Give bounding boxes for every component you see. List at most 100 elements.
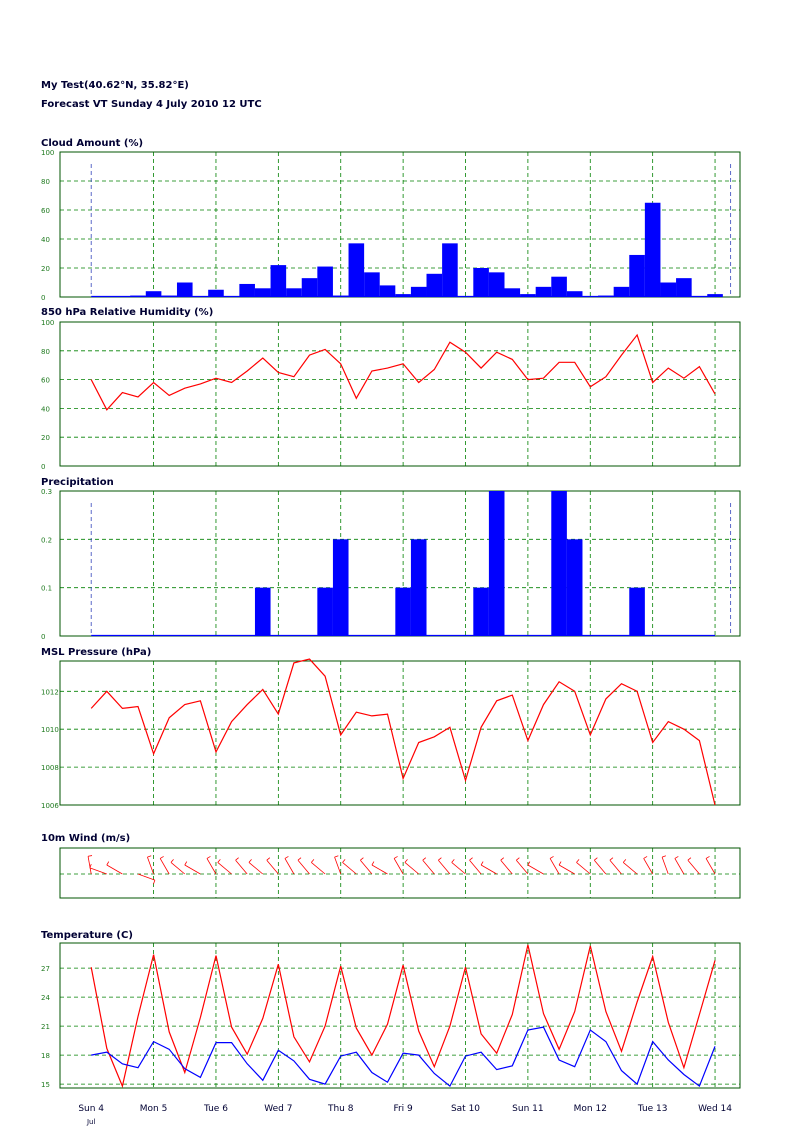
wind-barb-feather xyxy=(248,859,252,863)
wind-barb-feather xyxy=(184,861,188,866)
cloud-bar xyxy=(379,285,396,297)
wind-barb-feather xyxy=(480,861,484,866)
wind-barb xyxy=(360,859,373,875)
x-day-label: Sat 10 xyxy=(451,1104,480,1114)
precip-title: Precipitation xyxy=(41,477,114,488)
wind-barb-feather xyxy=(687,857,692,861)
cloud-bar xyxy=(317,266,333,297)
wind-barb xyxy=(217,862,232,875)
wind-barb-feather xyxy=(661,855,666,858)
temp-ytick: 15 xyxy=(41,1081,50,1089)
mslp-ytick: 1010 xyxy=(41,726,59,734)
mslp-series-0-line xyxy=(90,658,716,806)
precip-bar xyxy=(410,539,427,636)
precip-bar xyxy=(395,587,411,636)
rh-ytick: 20 xyxy=(41,434,50,442)
cloud-ytick: 100 xyxy=(41,149,54,157)
wind-barb-feather xyxy=(516,857,520,861)
wind-barb-feather xyxy=(609,857,614,861)
wind-barb xyxy=(480,864,497,875)
wind-barb-feather xyxy=(297,857,302,861)
wind-barb xyxy=(661,856,669,875)
cloud-bar xyxy=(130,295,146,297)
wind-barb xyxy=(705,858,716,875)
rh-ytick: 100 xyxy=(41,319,54,327)
wind-barb-feather xyxy=(147,855,152,858)
wind-barb xyxy=(170,862,186,875)
rh-ytick: 40 xyxy=(41,405,50,413)
wind-barb xyxy=(334,856,342,875)
rh-frame xyxy=(59,321,741,467)
wind-barb-feather xyxy=(342,859,346,863)
wind-barb-feather xyxy=(643,856,648,859)
wind-barb-feather xyxy=(170,859,174,863)
wind-barb-feather xyxy=(217,859,221,863)
wind-barb-feather xyxy=(159,856,164,859)
precip-ytick: 0.3 xyxy=(41,488,52,496)
x-day-label: Sun 11 xyxy=(512,1104,543,1114)
cloud-bar xyxy=(270,265,287,297)
wind-barb xyxy=(451,862,466,875)
wind-barb-feather xyxy=(153,880,156,885)
temp-title: Temperature (C) xyxy=(41,930,133,941)
cloud-bar xyxy=(504,288,521,297)
precip-ytick: 0.2 xyxy=(41,536,52,544)
wind-barb-feather xyxy=(594,857,598,861)
cloud-bar xyxy=(395,294,411,297)
wind-barb xyxy=(284,858,295,875)
wind-barb xyxy=(643,858,654,875)
wind-barb-feather xyxy=(558,861,562,866)
wind-barb xyxy=(87,856,92,875)
wind-barb-feather xyxy=(422,857,427,861)
precip-bar xyxy=(473,587,489,636)
wind-barb xyxy=(469,859,482,875)
forecast-time: Forecast VT Sunday 4 July 2010 12 UTC xyxy=(41,99,262,110)
cloud-bar xyxy=(301,278,318,297)
wind-barb-feather xyxy=(438,857,442,861)
x-day-label: Tue 6 xyxy=(203,1104,228,1114)
cloud-bar xyxy=(208,289,224,297)
wind-barb-feather xyxy=(451,859,455,863)
cloud-bar xyxy=(286,288,302,297)
cloud-bar xyxy=(535,286,552,297)
wind-barb xyxy=(106,864,123,875)
wind-barb-feather xyxy=(469,857,473,861)
wind-barb xyxy=(516,859,529,875)
wind-barb xyxy=(527,864,544,875)
rh-series-0-line xyxy=(90,333,716,411)
temp-ytick: 27 xyxy=(41,965,50,973)
x-day-label: Wed 14 xyxy=(698,1104,732,1114)
wind-barb xyxy=(248,862,264,875)
cloud-bar xyxy=(426,273,443,297)
mslp-ytick: 1008 xyxy=(41,764,59,772)
wind-barb xyxy=(558,864,575,875)
wind-barb-feather xyxy=(334,855,339,858)
wind-barb xyxy=(235,859,248,875)
wind-barb-feather xyxy=(360,857,364,861)
cloud-ytick: 60 xyxy=(41,207,50,215)
wind-barb xyxy=(438,859,451,875)
cloud-bar xyxy=(254,288,271,297)
wind-barb xyxy=(609,859,622,875)
cloud-bar xyxy=(707,294,723,297)
x-day-label: Wed 7 xyxy=(264,1104,292,1114)
cloud-bar xyxy=(566,291,583,297)
rh-title: 850 hPa Relative Humidity (%) xyxy=(41,307,213,318)
x-day-label: Tue 13 xyxy=(637,1104,668,1114)
cloud-ytick: 20 xyxy=(41,265,50,273)
cloud-bar xyxy=(613,286,630,297)
wind-barb-feather xyxy=(87,855,93,857)
cloud-bar xyxy=(145,291,162,297)
rh-ytick: 0 xyxy=(41,463,45,471)
rh-ytick: 80 xyxy=(41,348,50,356)
wind-title: 10m Wind (m/s) xyxy=(41,833,130,844)
cloud-bar xyxy=(473,268,489,297)
precip-bar xyxy=(566,539,583,636)
wind-barb xyxy=(266,859,279,875)
cloud-bar xyxy=(660,282,677,297)
location-title: My Test(40.62°N, 35.82°E) xyxy=(41,80,189,91)
precip-ytick: 0 xyxy=(41,633,45,641)
wind-barb-feather xyxy=(549,856,554,859)
wind-barb-feather xyxy=(674,856,679,859)
precip-bar xyxy=(332,539,349,636)
